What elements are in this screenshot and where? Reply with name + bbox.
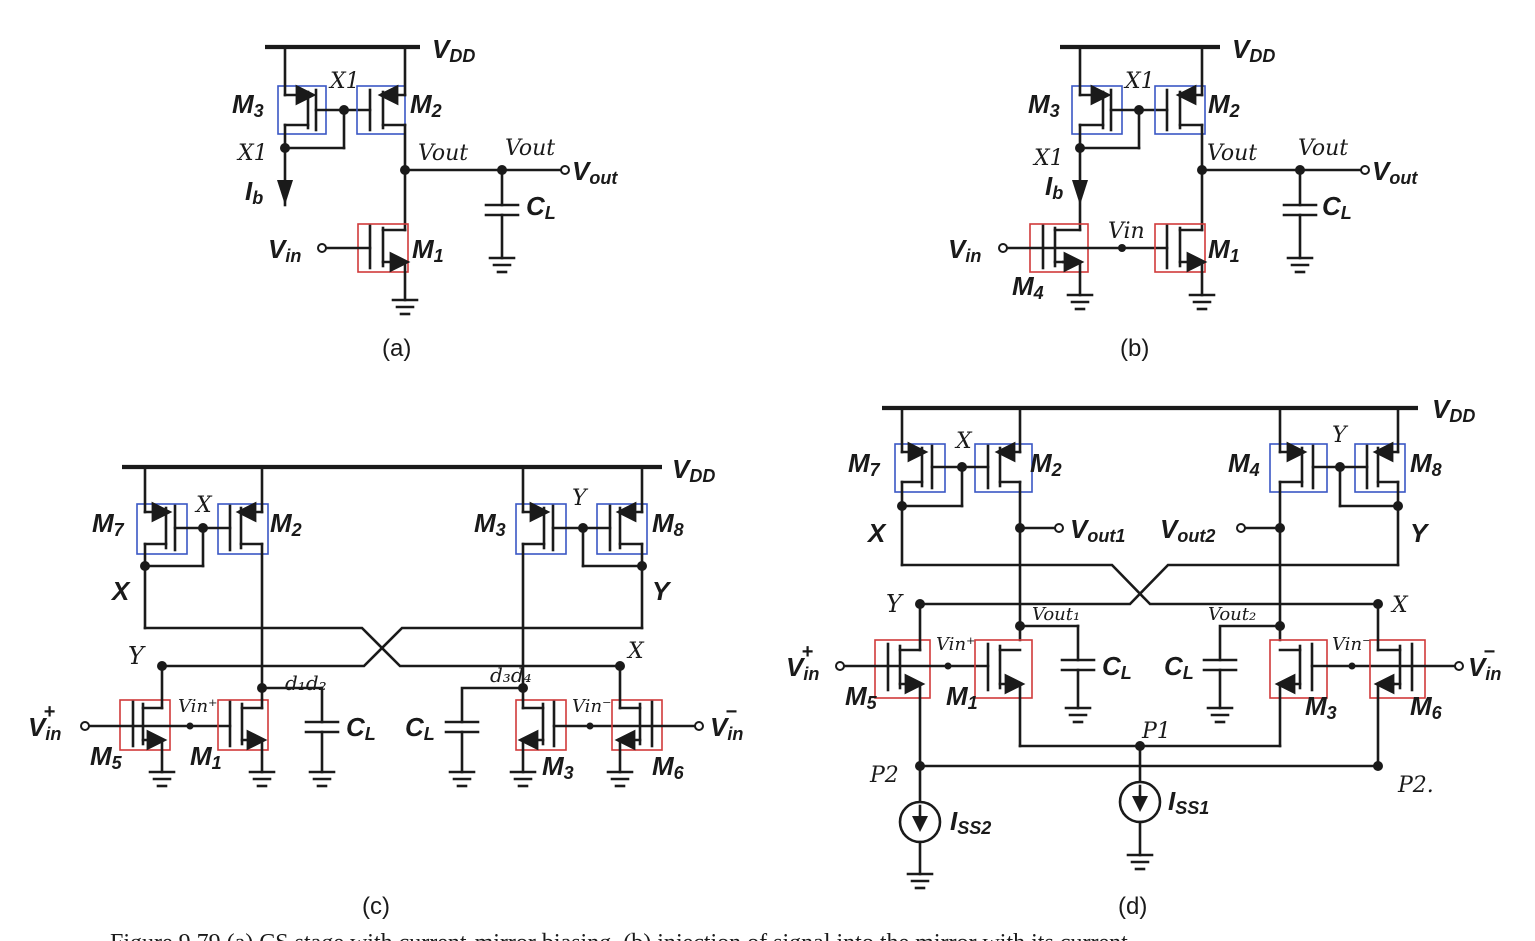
m1-label-d: M1 bbox=[946, 681, 978, 713]
iss2-label-d: ISS2 bbox=[950, 806, 991, 838]
vdd-label-c: VDD bbox=[672, 454, 715, 486]
vdd-label-d: VDD bbox=[1432, 394, 1475, 426]
vin-plus-hw-c: Vin⁺ bbox=[178, 696, 218, 717]
m1-box-d bbox=[974, 639, 1033, 699]
iss1-label-d: ISS1 bbox=[1168, 786, 1209, 818]
d3d4-hw-c: d₃d₄ bbox=[490, 663, 532, 687]
m7-label-d: M7 bbox=[848, 448, 881, 480]
vin-plus-label-d: Vin+ bbox=[786, 641, 819, 684]
x-hw-d2: X bbox=[1390, 593, 1409, 618]
vout-label-b: Vout bbox=[1372, 156, 1418, 188]
m5-label-c: M5 bbox=[90, 741, 123, 773]
y-hw-d: Y bbox=[1332, 423, 1349, 448]
m3n-label-c: M3 bbox=[542, 751, 574, 783]
y-hw-c2: Y bbox=[128, 642, 146, 670]
vdd-label-b: VDD bbox=[1232, 34, 1275, 66]
circuit-b: VDD M3 M2 X1 X1 Ib Vo bbox=[948, 34, 1418, 362]
caption-c: (c) bbox=[362, 893, 390, 920]
vout-hw2-a: Vout bbox=[505, 136, 555, 161]
cl-label-a: CL bbox=[526, 191, 556, 223]
vin-minus-hw-c: Vin⁻ bbox=[572, 696, 612, 717]
x-label-d: X bbox=[866, 518, 887, 548]
y-label-d: Y bbox=[1410, 518, 1430, 548]
m2-label-a: M2 bbox=[410, 89, 442, 121]
vin-minus-label-d: Vin− bbox=[1468, 641, 1501, 684]
p2b-hw-d: P2. bbox=[1397, 773, 1434, 798]
vin-label-b: Vin bbox=[948, 234, 981, 266]
m3-box-d bbox=[1269, 639, 1328, 699]
vin-minus-hw-d: Vin⁻ bbox=[1332, 634, 1372, 655]
x1-left-a: X1 bbox=[236, 141, 268, 166]
x-label-c: X bbox=[110, 576, 131, 606]
x1-top-b: X1 bbox=[1123, 69, 1155, 94]
m5-box-d bbox=[874, 639, 931, 699]
circuit-a: VDD M3 M2 X1 X1 Ib bbox=[232, 34, 618, 362]
cl-label-b: CL bbox=[1322, 191, 1352, 223]
m3-label-a: M3 bbox=[232, 89, 264, 121]
p2-hw-d: P2 bbox=[869, 763, 899, 788]
vout-hw2-b: Vout bbox=[1298, 136, 1348, 161]
x1-top-a: X1 bbox=[328, 69, 360, 94]
y-hw-d2: Y bbox=[886, 590, 904, 618]
vout2-hw-d: Vout₂ bbox=[1208, 604, 1256, 625]
m8-label-c: M8 bbox=[652, 508, 684, 540]
cl-label-d1: CL bbox=[1102, 651, 1132, 683]
x-hw-c2: X bbox=[626, 639, 645, 664]
x-hw-d: X bbox=[954, 429, 973, 454]
m6-label-c: M6 bbox=[652, 751, 685, 783]
figure-caption: Figure 9.79 (a) CS stage with current-mi… bbox=[110, 930, 1128, 941]
m1-label-c: M1 bbox=[190, 741, 222, 773]
vin-plus-hw-d: Vin⁺ bbox=[936, 634, 976, 655]
cl-label-c2: CL bbox=[405, 712, 435, 744]
m8-label-d: M8 bbox=[1410, 448, 1442, 480]
vdd-label-a: VDD bbox=[432, 34, 475, 66]
p1-hw-d: P1 bbox=[1141, 719, 1171, 744]
m1-label-b: M1 bbox=[1208, 234, 1240, 266]
circuit-d: VDD M7 M2 X X Vout1 bbox=[786, 394, 1501, 920]
vout1-hw-d: Vout₁ bbox=[1032, 604, 1080, 625]
m6-box-d bbox=[1369, 639, 1426, 699]
m1-box-c bbox=[217, 699, 269, 751]
m1-label-a: M1 bbox=[412, 234, 444, 266]
m6-label-d: M6 bbox=[1410, 691, 1443, 723]
vin-plus-label-c: Vin+ bbox=[28, 701, 61, 744]
m1-box-b bbox=[1154, 223, 1206, 273]
caption-d: (d) bbox=[1118, 893, 1147, 920]
m5-label-d: M5 bbox=[845, 681, 878, 713]
vin-hw-b: Vin bbox=[1108, 219, 1145, 244]
ib-label-a: Ib bbox=[245, 176, 263, 208]
m2-label-c: M2 bbox=[270, 508, 302, 540]
vin-label-a: Vin bbox=[268, 234, 301, 266]
cl-label-c1: CL bbox=[346, 712, 376, 744]
x1-left-b: X1 bbox=[1032, 146, 1064, 171]
m4-label-d: M4 bbox=[1228, 448, 1260, 480]
y-label-c: Y bbox=[652, 576, 672, 606]
m3-label-b: M3 bbox=[1028, 89, 1060, 121]
m2-label-d: M2 bbox=[1030, 448, 1062, 480]
vout-label-a: Vout bbox=[572, 156, 618, 188]
m2-label-b: M2 bbox=[1208, 89, 1240, 121]
vout1-label-d: Vout1 bbox=[1070, 514, 1125, 546]
circuit-c: VDD M7 M2 X X bbox=[28, 454, 743, 920]
m7-label-c: M7 bbox=[92, 508, 125, 540]
caption-b: (b) bbox=[1120, 335, 1149, 362]
y-hw-c: Y bbox=[572, 486, 589, 511]
m3-label-c: M3 bbox=[474, 508, 506, 540]
cl-label-d2: CL bbox=[1164, 651, 1194, 683]
vout-hw-b: Vout bbox=[1207, 141, 1257, 166]
caption-a: (a) bbox=[382, 335, 411, 362]
d1d2-hw-c: d₁d₂ bbox=[285, 671, 327, 695]
ib-label-b: Ib bbox=[1045, 171, 1063, 203]
m3-label-d: M3 bbox=[1305, 691, 1337, 723]
x-hw-c: X bbox=[194, 493, 213, 518]
m4-label-b: M4 bbox=[1012, 271, 1044, 303]
vout2-label-d: Vout2 bbox=[1160, 514, 1215, 546]
vin-minus-label-c: Vin− bbox=[710, 701, 743, 744]
vout-hw-a: Vout bbox=[418, 141, 468, 166]
